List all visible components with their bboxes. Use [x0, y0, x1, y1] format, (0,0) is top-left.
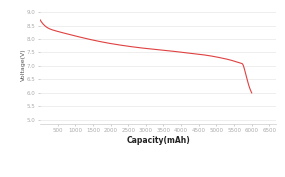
Y-axis label: Voltage(V): Voltage(V) [21, 48, 26, 81]
X-axis label: Capacity(mAh): Capacity(mAh) [126, 136, 190, 145]
